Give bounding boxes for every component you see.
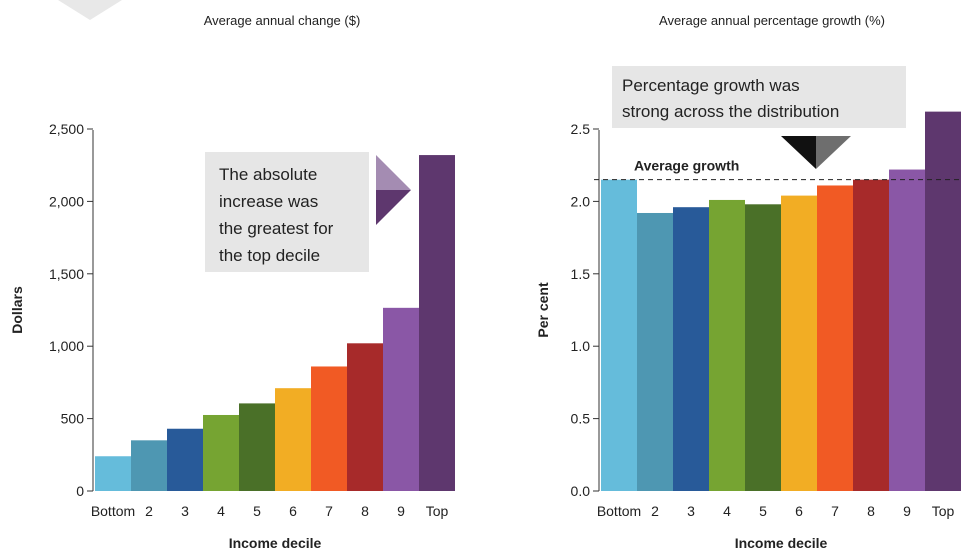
right-annotation-line-1: Percentage growth was (622, 76, 800, 95)
right-y-tick-label: 1.0 (571, 338, 591, 354)
left-x-axis-ticks: Bottom 2 3 4 5 6 7 8 9 Top (91, 503, 449, 519)
left-bar-6 (275, 388, 311, 491)
left-y-tick-label: 2,500 (49, 121, 84, 137)
left-bar-4 (203, 414, 239, 491)
right-x-tick-label: 7 (831, 503, 839, 519)
left-x-tick-label: 6 (289, 503, 297, 519)
right-x-tick-label: 4 (723, 503, 731, 519)
right-annotation-box (612, 66, 906, 128)
left-annotation-arrow-lower (376, 190, 411, 225)
left-annotation-box (205, 152, 369, 272)
right-bar-1 (601, 179, 637, 491)
right-x-tick-label: 6 (795, 503, 803, 519)
right-y-axis-ticks: 0.0 0.5 1.0 1.5 2.0 2.5 (571, 121, 599, 499)
left-bar-9 (383, 307, 419, 491)
left-chart-title: Average annual change ($) (204, 13, 361, 28)
right-y-tick-label: 0.5 (571, 411, 591, 427)
left-annotation-line-3: the greatest for (219, 219, 334, 238)
right-bar-6 (781, 195, 817, 491)
left-chart-panel: Average annual change ($) 0 500 1,000 1,500… (9, 13, 455, 551)
left-bar-3 (167, 428, 203, 491)
right-bar-2 (637, 212, 673, 491)
left-annotation: The absolute increase was the greatest f… (205, 152, 411, 272)
left-x-tick-label: 9 (397, 503, 405, 519)
left-x-tick-label: Bottom (91, 503, 135, 519)
left-bar-7 (311, 366, 347, 491)
left-x-tick-label: Top (426, 503, 449, 519)
average-growth-label: Average growth (634, 158, 739, 174)
right-bar-5 (745, 204, 781, 491)
left-annotation-line-4: the top decile (219, 246, 320, 265)
right-bar-4 (709, 199, 745, 491)
right-chart-title: Average annual percentage growth (%) (659, 13, 885, 28)
left-y-tick-label: 1,000 (49, 338, 84, 354)
right-x-tick-label: 5 (759, 503, 767, 519)
right-y-tick-label: 0.0 (571, 483, 591, 499)
left-y-axis-label: Dollars (9, 286, 25, 334)
right-annotation: Percentage growth was strong across the … (612, 66, 906, 169)
right-bar-7 (817, 185, 853, 492)
right-y-tick-label: 2.5 (571, 121, 591, 137)
right-y-tick-label: 1.5 (571, 266, 591, 282)
left-x-tick-label: 8 (361, 503, 369, 519)
right-annotation-line-2: strong across the distribution (622, 102, 839, 121)
right-bar-9 (889, 169, 925, 491)
left-y-tick-label: 1,500 (49, 266, 84, 282)
left-bar-2 (131, 440, 167, 491)
right-x-axis-ticks: Bottom 2 3 4 5 6 7 8 9 Top (597, 503, 955, 519)
left-y-axis-ticks: 0 500 1,000 1,500 2,000 2,500 (49, 121, 93, 499)
left-bar-5 (239, 403, 275, 491)
corner-decoration (58, 0, 122, 20)
left-annotation-line-2: increase was (219, 192, 318, 211)
right-x-tick-label: 3 (687, 503, 695, 519)
left-x-axis-label: Income decile (229, 535, 322, 551)
right-x-tick-label: 8 (867, 503, 875, 519)
left-x-tick-label: 7 (325, 503, 333, 519)
left-y-tick-label: 500 (61, 411, 85, 427)
right-x-tick-label: 9 (903, 503, 911, 519)
right-x-axis-label: Income decile (735, 535, 828, 551)
left-bar-8 (347, 343, 383, 491)
right-x-tick-label: Bottom (597, 503, 641, 519)
left-y-tick-label: 0 (76, 483, 84, 499)
left-x-tick-label: 4 (217, 503, 225, 519)
left-x-tick-label: 5 (253, 503, 261, 519)
left-x-tick-label: 3 (181, 503, 189, 519)
right-bars (601, 111, 961, 492)
right-y-tick-label: 2.0 (571, 193, 591, 209)
right-y-axis-label: Per cent (535, 282, 551, 338)
left-bar-10 (419, 155, 455, 491)
left-y-tick-label: 2,000 (49, 193, 84, 209)
left-x-tick-label: 2 (145, 503, 153, 519)
left-annotation-arrow-upper (376, 155, 411, 190)
right-x-tick-label: Top (932, 503, 955, 519)
left-bar-1 (95, 456, 131, 491)
right-annotation-arrow-left (781, 136, 816, 169)
right-bar-8 (853, 179, 889, 491)
right-annotation-arrow-right (816, 136, 851, 169)
right-bar-3 (673, 207, 709, 491)
right-x-tick-label: 2 (651, 503, 659, 519)
right-chart-panel: Average annual percentage growth (%) 0.0… (535, 13, 962, 551)
left-bars (95, 155, 455, 491)
right-bar-10 (925, 111, 961, 492)
left-annotation-line-1: The absolute (219, 165, 317, 184)
